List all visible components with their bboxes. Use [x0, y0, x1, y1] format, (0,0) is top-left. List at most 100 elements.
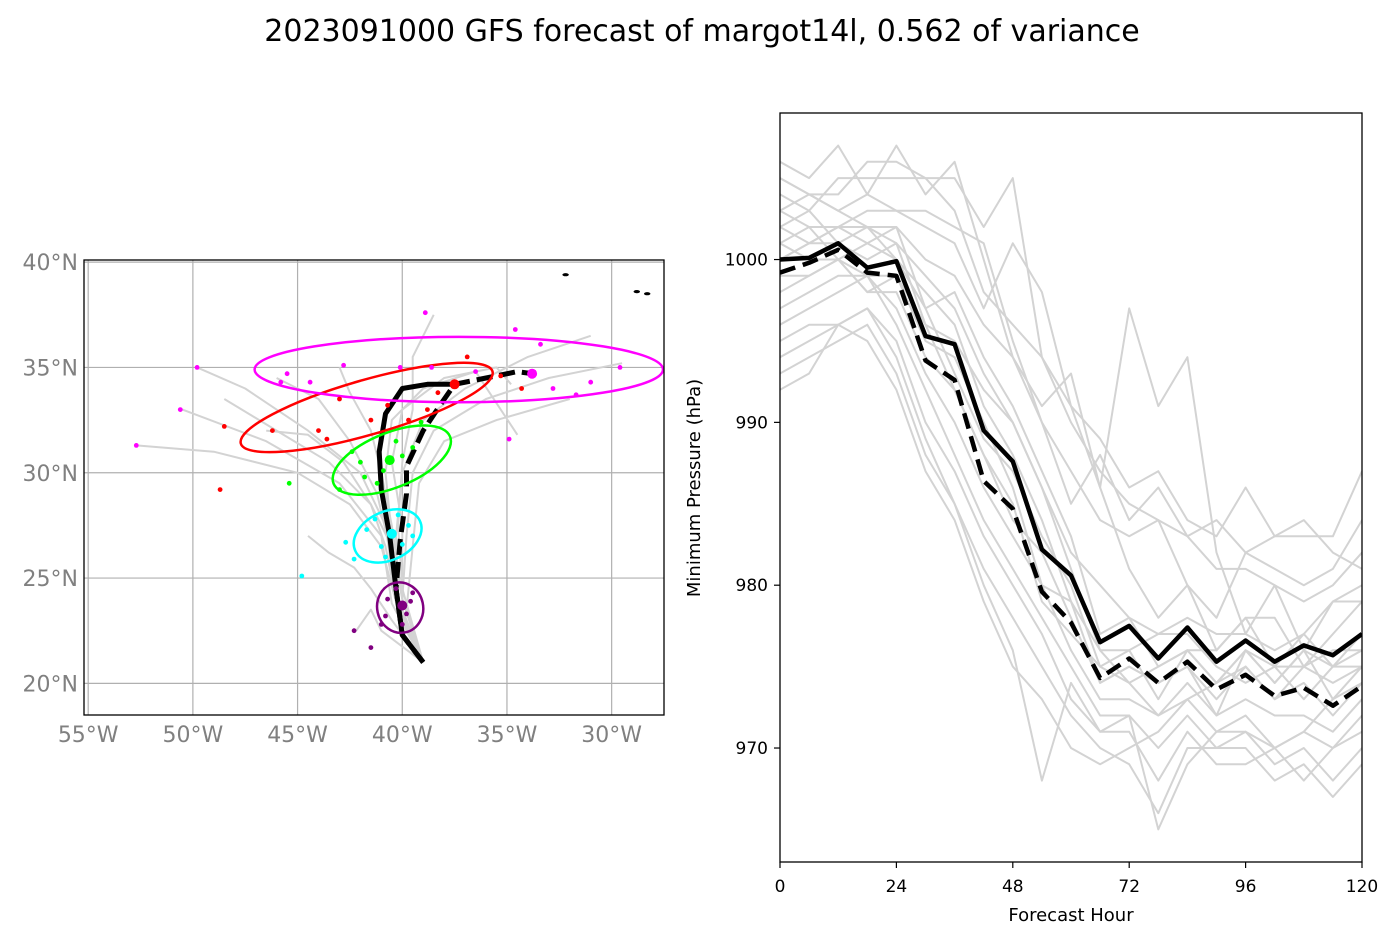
- member-position-dot: [538, 341, 543, 347]
- island-shape: [633, 290, 640, 294]
- x-tick-label: 24: [886, 877, 908, 897]
- member-position-dot: [217, 487, 223, 492]
- ensemble-pressure-line: [780, 307, 1362, 782]
- member-position-dot: [378, 622, 384, 627]
- member-position-dot: [464, 354, 470, 360]
- member-position-dot: [393, 586, 399, 591]
- member-position-dot: [512, 327, 518, 332]
- lon-tick-label: 50°W: [163, 723, 224, 748]
- lat-tick-label: 35°N: [23, 356, 78, 381]
- member-position-dot: [383, 554, 388, 560]
- member-position-dot: [358, 459, 363, 465]
- member-position-dot: [221, 424, 227, 429]
- member-position-dot: [351, 628, 357, 634]
- member-position-dot: [362, 474, 367, 480]
- member-position-dot: [374, 480, 380, 486]
- ensemble-track: [307, 535, 425, 663]
- ensemble-pressure-line: [780, 323, 1362, 831]
- lon-tick-label: 40°W: [372, 723, 433, 748]
- member-position-dot: [408, 598, 413, 604]
- map-plot-area: [133, 273, 664, 664]
- ensemble-pressure-line: [780, 307, 1362, 815]
- member-position-dot: [307, 379, 313, 385]
- ensemble-pressure-line: [780, 242, 1362, 668]
- ensemble-track: [405, 398, 571, 663]
- member-position-dot: [324, 436, 330, 442]
- lon-tick-label: 45°W: [267, 723, 328, 748]
- member-position-dot: [498, 373, 504, 379]
- member-position-dot: [194, 365, 200, 370]
- mean-position-dot: [386, 528, 397, 539]
- track-map-panel: 55°W 50°W 45°W 40°W 35°W 30°W 20°N 25°N 30°N 35°N…: [23, 251, 665, 748]
- y-axis-label: Minimum Pressure (hPa): [684, 379, 705, 597]
- member-position-dot: [383, 613, 388, 619]
- x-axis-label: Forecast Hour: [1008, 905, 1134, 926]
- member-position-dot: [410, 533, 416, 539]
- lat-tick-label: 40°N: [23, 251, 78, 276]
- member-position-dot: [349, 449, 355, 455]
- member-position-dot: [425, 407, 430, 412]
- ensemble-pressure-line: [780, 274, 1362, 782]
- y-tick-label: 990: [736, 413, 768, 433]
- mean-pressure-solid: [780, 241, 1362, 664]
- mean-position-dot: [449, 379, 460, 390]
- member-position-dot: [399, 453, 405, 459]
- member-position-dot: [351, 556, 357, 562]
- pressure-plot-area: [780, 144, 1362, 831]
- member-position-dot: [422, 310, 428, 316]
- ensemble-pressure-line: [780, 193, 1362, 603]
- member-position-dot: [284, 371, 290, 377]
- x-tick-label: 96: [1235, 877, 1257, 897]
- ensemble-pressure-line: [780, 209, 1362, 652]
- member-position-dot: [399, 542, 405, 547]
- member-position-dot: [385, 596, 390, 602]
- member-position-dot: [418, 419, 424, 425]
- member-position-dot: [378, 544, 384, 549]
- member-position-dot: [341, 362, 346, 368]
- mean-position-dot: [384, 455, 395, 466]
- uncertainty-ellipse: [331, 424, 453, 496]
- member-position-dot: [385, 402, 390, 408]
- member-position-dot: [519, 386, 524, 391]
- mean-position-dot: [397, 600, 408, 611]
- member-position-dot: [368, 417, 374, 423]
- map-tick-labels: 55°W 50°W 45°W 40°W 35°W 30°W 20°N 25°N 30°N 35°N…: [23, 251, 643, 748]
- ensemble-pressure-line: [780, 160, 1362, 570]
- x-tick-label: 48: [1002, 877, 1024, 897]
- ensemble-track: [223, 398, 425, 663]
- member-position-dot: [286, 480, 292, 486]
- member-position-dot: [381, 468, 386, 473]
- mean-pressure-dashed: [780, 247, 1362, 708]
- y-tick-label: 980: [736, 576, 768, 596]
- x-tick-label: 0: [775, 877, 786, 897]
- member-position-dot: [429, 365, 434, 370]
- member-position-dot: [343, 539, 349, 545]
- ensemble-pressure-line: [780, 258, 1362, 717]
- lon-tick-label: 55°W: [58, 723, 119, 748]
- member-position-dot: [406, 523, 411, 528]
- lat-tick-label: 30°N: [23, 462, 78, 487]
- member-position-dot: [133, 443, 139, 448]
- member-position-dot: [177, 407, 183, 412]
- member-position-dot: [550, 386, 556, 391]
- member-position-dot: [337, 396, 342, 402]
- member-position-dot: [372, 516, 378, 522]
- uncertainty-ellipse: [352, 508, 423, 564]
- member-position-dot: [368, 645, 374, 650]
- x-tick-label: 120: [1346, 877, 1378, 897]
- member-position-dot: [406, 417, 411, 423]
- map-frame: [83, 259, 665, 716]
- member-position-dot: [588, 379, 594, 385]
- map-gridlines: [84, 260, 664, 715]
- y-tick-label: 1000: [725, 251, 768, 271]
- member-position-dot: [404, 611, 409, 617]
- member-position-dot: [316, 428, 321, 433]
- member-position-dot: [506, 436, 512, 442]
- y-tick-label: 970: [736, 739, 768, 759]
- member-position-dot: [364, 527, 370, 532]
- island-shape: [562, 273, 569, 277]
- lat-tick-label: 20°N: [23, 672, 78, 697]
- member-position-dot: [617, 365, 623, 370]
